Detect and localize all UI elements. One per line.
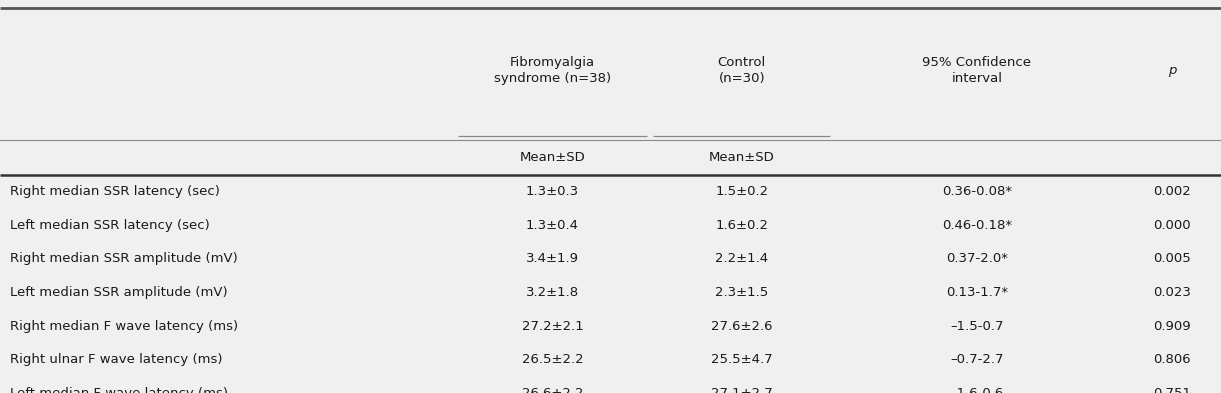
Text: 1.3±0.3: 1.3±0.3	[526, 185, 579, 198]
Text: 1.6±0.2: 1.6±0.2	[716, 219, 768, 232]
Text: –1.6-0.6: –1.6-0.6	[950, 387, 1004, 393]
Text: –0.7-2.7: –0.7-2.7	[950, 353, 1004, 366]
Text: 0.751: 0.751	[1153, 387, 1192, 393]
Text: 95% Confidence
interval: 95% Confidence interval	[922, 56, 1032, 85]
Text: –1.5-0.7: –1.5-0.7	[950, 320, 1004, 332]
Text: 0.46-0.18*: 0.46-0.18*	[941, 219, 1012, 232]
Text: 2.2±1.4: 2.2±1.4	[716, 252, 768, 265]
Text: Left median SSR amplitude (mV): Left median SSR amplitude (mV)	[10, 286, 227, 299]
Text: 0.13-1.7*: 0.13-1.7*	[946, 286, 1007, 299]
Text: Mean±SD: Mean±SD	[520, 151, 585, 164]
Text: 2.3±1.5: 2.3±1.5	[716, 286, 768, 299]
Text: 27.2±2.1: 27.2±2.1	[521, 320, 584, 332]
Text: Mean±SD: Mean±SD	[709, 151, 774, 164]
Text: 25.5±4.7: 25.5±4.7	[711, 353, 773, 366]
Text: Right median SSR latency (sec): Right median SSR latency (sec)	[10, 185, 220, 198]
Text: 0.909: 0.909	[1154, 320, 1190, 332]
Text: 26.5±2.2: 26.5±2.2	[521, 353, 584, 366]
Text: 0.806: 0.806	[1154, 353, 1190, 366]
Text: 27.1±2.7: 27.1±2.7	[711, 387, 773, 393]
Text: Right median F wave latency (ms): Right median F wave latency (ms)	[10, 320, 238, 332]
Text: 3.4±1.9: 3.4±1.9	[526, 252, 579, 265]
Text: 1.5±0.2: 1.5±0.2	[716, 185, 768, 198]
Text: 0.000: 0.000	[1154, 219, 1190, 232]
Text: p: p	[1168, 64, 1176, 77]
Text: 27.6±2.6: 27.6±2.6	[711, 320, 773, 332]
Text: 0.36-0.08*: 0.36-0.08*	[941, 185, 1012, 198]
Text: 0.002: 0.002	[1154, 185, 1190, 198]
Text: 1.3±0.4: 1.3±0.4	[526, 219, 579, 232]
Text: 26.6±2.2: 26.6±2.2	[521, 387, 584, 393]
Text: Left median F wave latency (ms): Left median F wave latency (ms)	[10, 387, 228, 393]
Text: Right ulnar F wave latency (ms): Right ulnar F wave latency (ms)	[10, 353, 222, 366]
Text: 0.37-2.0*: 0.37-2.0*	[946, 252, 1007, 265]
Text: Control
(n=30): Control (n=30)	[718, 56, 766, 85]
Text: Left median SSR latency (sec): Left median SSR latency (sec)	[10, 219, 210, 232]
Text: Right median SSR amplitude (mV): Right median SSR amplitude (mV)	[10, 252, 238, 265]
Text: 0.005: 0.005	[1154, 252, 1190, 265]
Text: 0.023: 0.023	[1153, 286, 1192, 299]
Text: Fibromyalgia
syndrome (n=38): Fibromyalgia syndrome (n=38)	[495, 56, 610, 85]
Text: 3.2±1.8: 3.2±1.8	[526, 286, 579, 299]
